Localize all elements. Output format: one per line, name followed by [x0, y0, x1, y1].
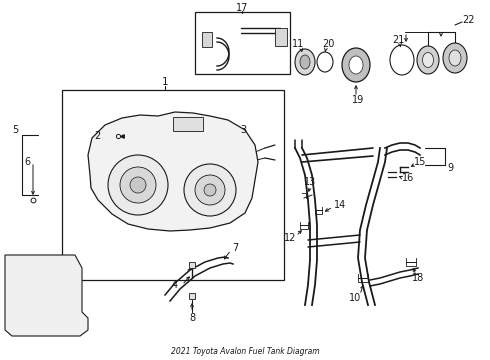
Circle shape [130, 177, 146, 193]
Text: 4: 4 [172, 280, 178, 290]
Ellipse shape [317, 52, 333, 72]
Ellipse shape [349, 56, 363, 74]
Text: 13: 13 [304, 177, 316, 187]
Ellipse shape [417, 46, 439, 74]
Text: 7: 7 [232, 243, 238, 253]
Text: 16: 16 [402, 173, 414, 183]
Text: 8: 8 [189, 313, 195, 323]
Circle shape [184, 164, 236, 216]
Ellipse shape [449, 50, 461, 66]
Ellipse shape [390, 45, 414, 75]
Text: 18: 18 [412, 273, 424, 283]
Circle shape [195, 175, 225, 205]
Text: 3: 3 [240, 125, 246, 135]
Polygon shape [5, 255, 88, 336]
Circle shape [120, 167, 156, 203]
Text: 19: 19 [352, 95, 364, 105]
Polygon shape [88, 112, 258, 231]
Ellipse shape [443, 43, 467, 73]
Circle shape [108, 155, 168, 215]
Text: 5: 5 [12, 125, 18, 135]
Ellipse shape [300, 55, 310, 69]
Text: 17: 17 [236, 3, 248, 13]
Bar [173, 117, 203, 131]
Text: 12: 12 [284, 233, 296, 243]
Text: 10: 10 [349, 293, 361, 303]
Ellipse shape [342, 48, 370, 82]
Text: 11: 11 [292, 39, 304, 49]
Circle shape [204, 184, 216, 196]
Text: 15: 15 [414, 157, 426, 167]
Text: 6: 6 [24, 157, 30, 167]
Text: 9: 9 [447, 163, 453, 173]
Ellipse shape [422, 53, 434, 68]
Bar [195, 12, 290, 74]
Text: 14: 14 [334, 200, 346, 210]
Text: 1: 1 [162, 77, 168, 87]
Bar [62, 90, 284, 280]
Text: 20: 20 [322, 39, 334, 49]
Text: 2: 2 [94, 131, 100, 141]
Bar [202, 32, 212, 47]
Ellipse shape [295, 49, 315, 75]
Bar [275, 28, 287, 46]
Text: 2021 Toyota Avalon Fuel Tank Diagram: 2021 Toyota Avalon Fuel Tank Diagram [171, 347, 319, 356]
Text: 22: 22 [462, 15, 474, 25]
Text: 21: 21 [392, 35, 404, 45]
